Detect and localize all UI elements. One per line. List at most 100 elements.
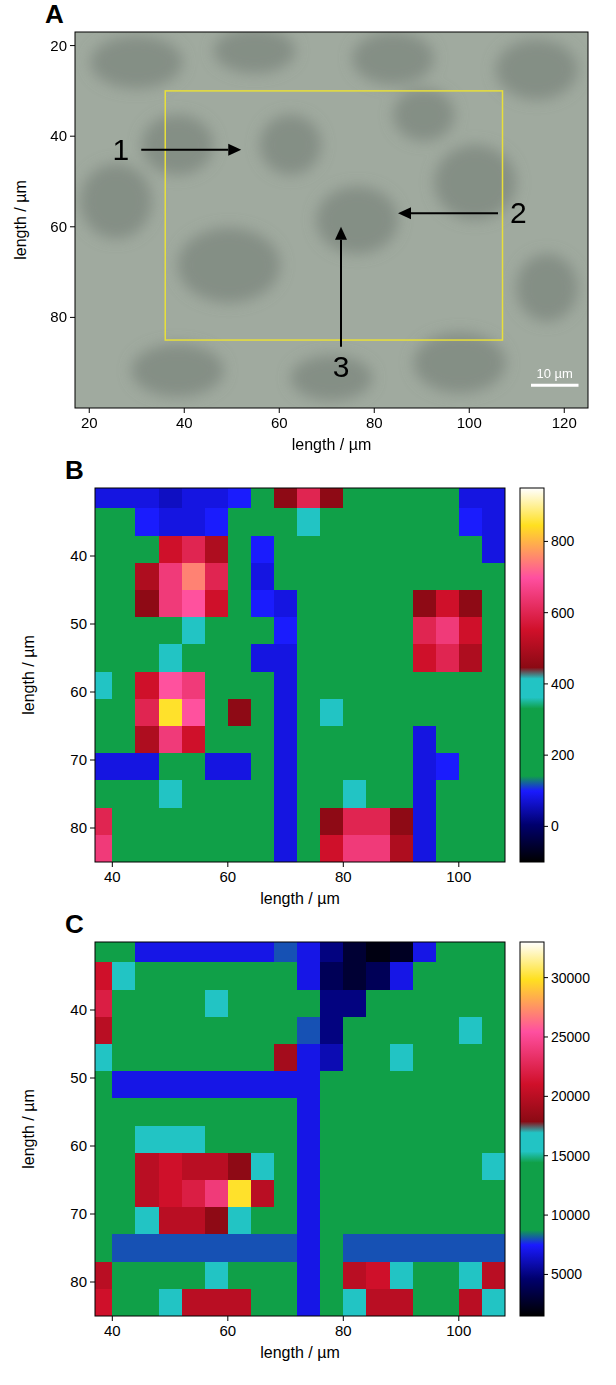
colorbar-tick-label: 30000 [551, 970, 590, 986]
heat-cell [413, 1153, 437, 1181]
heat-cell [320, 1180, 344, 1208]
heat-cell [413, 1234, 437, 1262]
heat-cell [366, 699, 390, 727]
heat-cell [320, 644, 344, 672]
annotations: 10 µm123 [113, 133, 573, 383]
heat-cell [112, 699, 136, 727]
heat-cell [343, 1180, 367, 1208]
heat-cell [482, 1071, 505, 1099]
heat-cell [343, 808, 367, 836]
heat-cell [95, 1180, 113, 1208]
heat-cell [228, 536, 252, 564]
heat-cell [182, 1262, 206, 1290]
heat-cell [482, 508, 505, 536]
heat-cell [205, 1044, 229, 1072]
y-tick [90, 1282, 95, 1283]
x-tick-label: 60 [219, 1322, 236, 1339]
y-tick [90, 692, 95, 693]
heat-cell [112, 1071, 136, 1099]
heat-cell [297, 1153, 321, 1181]
heat-cell [482, 536, 505, 564]
x-tick [343, 1316, 344, 1321]
heat-cell [297, 590, 321, 618]
heat-cell [135, 488, 159, 509]
heat-cell [436, 1180, 460, 1208]
colorbar-tick-label: 25000 [551, 1029, 590, 1045]
heat-cell [159, 1262, 183, 1290]
colorbar-tick [544, 683, 548, 684]
heat-cell [274, 617, 298, 645]
annotation-label: 2 [510, 196, 527, 229]
heat-cell [135, 1044, 159, 1072]
heat-cell [135, 726, 159, 754]
arrow [340, 240, 342, 347]
heat-cell [251, 1289, 275, 1316]
heat-cell [459, 1234, 483, 1262]
heat-cell [320, 488, 344, 509]
heat-cell [459, 1262, 483, 1290]
heat-cell [95, 808, 113, 836]
heat-cell [482, 1044, 505, 1072]
heat-cell [459, 563, 483, 591]
colorbar-tick-label: 15000 [551, 1148, 590, 1164]
colorbar-tick [544, 1036, 548, 1037]
heat-cell [482, 1289, 505, 1316]
heat-cell [159, 563, 183, 591]
y-tick-label: 40 [70, 1001, 87, 1018]
heat-cell [135, 942, 159, 963]
x-tick-label: 100 [446, 1322, 471, 1339]
heat-cell [274, 1289, 298, 1316]
heat-cell [390, 563, 414, 591]
heat-cell [390, 644, 414, 672]
y-tick [70, 226, 75, 227]
heat-cell [459, 590, 483, 618]
heat-cell [112, 617, 136, 645]
heat-cell [159, 644, 183, 672]
heat-cell [297, 488, 321, 509]
heat-cell [436, 508, 460, 536]
colorbar-tick-label: 10000 [551, 1207, 590, 1223]
heat-cell [182, 942, 206, 963]
heat-cell [274, 644, 298, 672]
heat-cell [297, 1098, 321, 1126]
heat-cell [366, 590, 390, 618]
heat-cell [159, 990, 183, 1018]
heat-cell [159, 672, 183, 700]
heat-cell [228, 808, 252, 836]
heat-cell [343, 536, 367, 564]
heat-cell [182, 1044, 206, 1072]
y-tick [90, 1146, 95, 1147]
heat-cell [135, 1017, 159, 1045]
heat-cell [436, 726, 460, 754]
heat-cell [297, 753, 321, 781]
heat-cell [459, 726, 483, 754]
heat-cell [413, 1071, 437, 1099]
heat-cell [436, 808, 460, 836]
heat-cell [159, 1180, 183, 1208]
heat-cell [251, 1071, 275, 1099]
heat-cell [343, 1262, 367, 1290]
heat-cell [297, 1044, 321, 1072]
heat-cell [436, 942, 460, 963]
heat-cell [390, 1289, 414, 1316]
heat-cell [274, 590, 298, 618]
heat-cell [343, 617, 367, 645]
heat-cell [413, 1017, 437, 1045]
heat-cell [182, 536, 206, 564]
heat-cell [297, 563, 321, 591]
plot-frame [95, 488, 505, 862]
heat-cell [182, 1289, 206, 1316]
heat-cell [112, 563, 136, 591]
heat-cell [320, 1153, 344, 1181]
heat-cell [95, 1262, 113, 1290]
heat-cell [459, 1017, 483, 1045]
heat-cell [390, 942, 414, 963]
heat-cell [459, 780, 483, 808]
heat-cell [228, 1180, 252, 1208]
heat-cell [95, 617, 113, 645]
heat-cell [459, 508, 483, 536]
x-tick [227, 862, 228, 867]
heat-cell [112, 726, 136, 754]
heat-cell [390, 672, 414, 700]
heat-cell [251, 1098, 275, 1126]
